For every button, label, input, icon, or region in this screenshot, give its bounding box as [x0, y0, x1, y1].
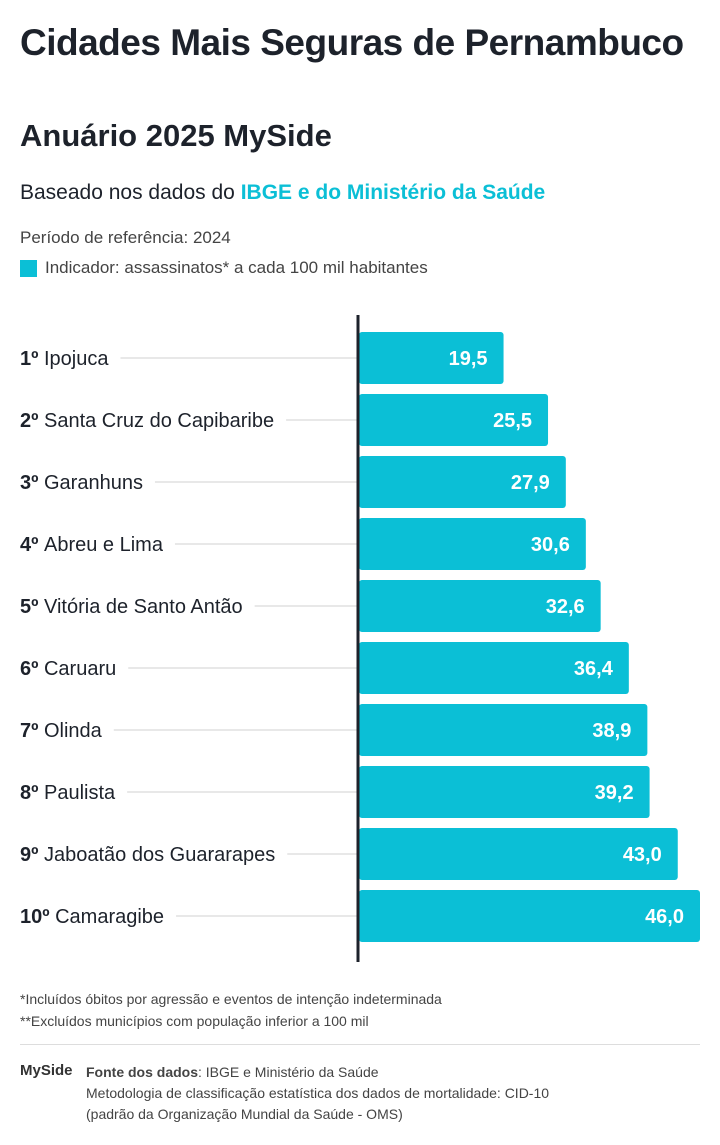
source-info: Fonte dos dados: IBGE e Ministério da Sa… [86, 1062, 549, 1125]
bar [359, 704, 648, 756]
bar [359, 456, 566, 508]
category-label: 7º Olinda [20, 720, 103, 742]
bar [359, 332, 504, 384]
source-value: : IBGE e Ministério da Saúde [198, 1064, 379, 1080]
data-label: 25,5 [493, 410, 532, 432]
category-label: 1º Ipojuca [20, 348, 109, 370]
note-2: **Excluídos municípios com população inf… [20, 1013, 369, 1029]
data-label: 19,5 [449, 348, 488, 370]
bar [359, 394, 549, 446]
data-label: 36,4 [574, 658, 614, 680]
category-label: 5º Vitória de Santo Antão [20, 596, 243, 618]
bar [359, 766, 650, 818]
myside-logo: MySide [20, 1062, 73, 1079]
methodology-note: (padrão da Organização Mundial da Saúde … [86, 1106, 403, 1122]
chart-subtitle: Anuário 2025 MySide [20, 118, 332, 153]
bar [359, 828, 678, 880]
data-label: 32,6 [546, 596, 585, 618]
bar [359, 890, 700, 942]
note-1: *Incluídos óbitos por agressão e eventos… [20, 991, 442, 1007]
data-label: 43,0 [623, 844, 662, 866]
category-label: 3º Garanhuns [20, 472, 143, 494]
data-label: 30,6 [531, 534, 570, 556]
bar-chart: 1º Ipojuca 19,5 2º Santa Cruz do Capibarib… [20, 315, 700, 962]
category-label: 8º Paulista [20, 782, 116, 804]
data-label: 38,9 [592, 720, 631, 742]
bar [359, 518, 586, 570]
reference-period: Período de referência: 2024 [20, 228, 231, 247]
legend: Indicador: assassinatos* a cada 100 mil … [20, 258, 428, 278]
data-label: 27,9 [511, 472, 550, 494]
category-label: 9º Jaboatão dos Guararapes [20, 844, 275, 866]
legend-label: Indicador: assassinatos* a cada 100 mil … [45, 258, 428, 277]
basis-prefix: Baseado nos dados do [20, 181, 241, 204]
data-label: 39,2 [595, 782, 634, 804]
data-label: 46,0 [645, 906, 684, 928]
category-label: 2º Santa Cruz do Capibaribe [20, 410, 274, 432]
bar [359, 642, 629, 694]
category-label: 4º Abreu e Lima [20, 534, 164, 556]
bar [359, 580, 601, 632]
source-label: Fonte dos dados [86, 1064, 198, 1080]
methodology: Metodologia de classificação estatística… [86, 1085, 550, 1101]
divider [20, 1044, 700, 1045]
chart-title: Cidades Mais Seguras de Pernambuco [20, 22, 684, 63]
basis-highlight: IBGE e do Ministério da Saúde [240, 181, 546, 204]
data-basis: Baseado nos dados do IBGE e do Ministéri… [20, 181, 545, 205]
category-label: 10º Camaragibe [20, 906, 164, 928]
legend-swatch [20, 259, 37, 277]
category-label: 6º Caruaru [20, 658, 116, 680]
